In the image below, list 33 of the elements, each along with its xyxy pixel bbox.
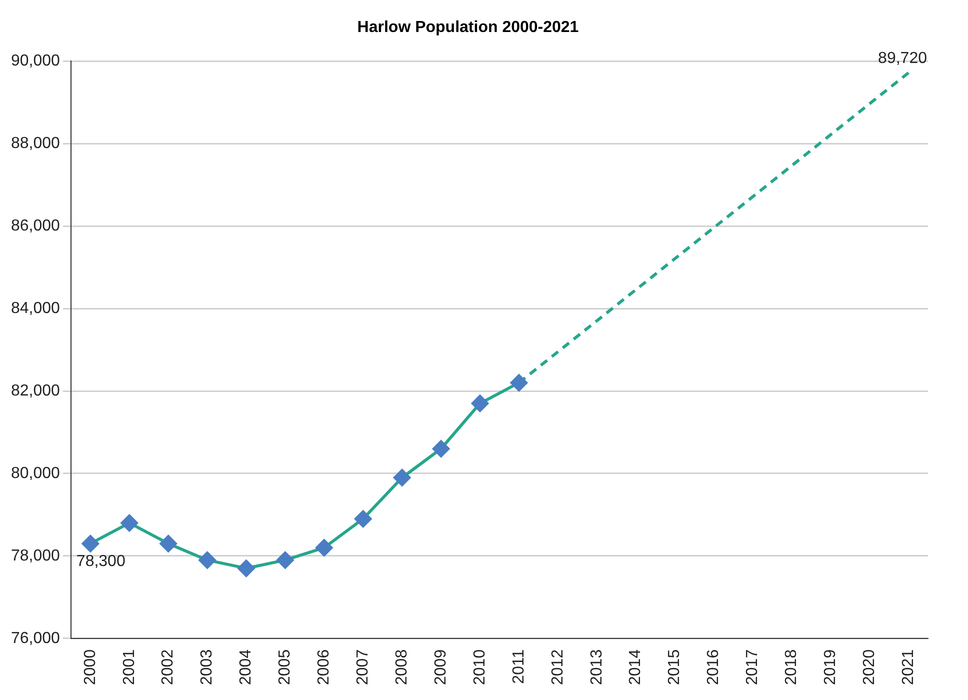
data-label: 89,720 [878, 50, 928, 68]
x-tick-label: 2009 [432, 649, 450, 685]
x-tick-label: 2018 [783, 649, 800, 685]
data-label: 78,300 [76, 552, 126, 570]
x-tick-label: 2000 [82, 649, 99, 685]
x-tick-label: 2004 [238, 649, 255, 685]
x-tick-label: 2003 [198, 649, 216, 685]
x-tick-label: 2013 [588, 649, 606, 685]
x-tick-label: 2010 [471, 649, 488, 685]
y-tick-label: 78,000 [11, 547, 60, 564]
x-tick-label: 2002 [160, 649, 177, 685]
x-tick-label: 2011 [510, 649, 528, 684]
x-tick-label: 2021 [900, 649, 917, 685]
chart-title: Harlow Population 2000-2021 [357, 19, 579, 36]
y-tick-label: 88,000 [11, 135, 60, 152]
x-tick-label: 2007 [354, 649, 372, 685]
x-tick-label: 2014 [627, 649, 644, 685]
y-tick-label: 76,000 [11, 630, 60, 647]
x-tick-label: 2016 [705, 649, 722, 685]
x-tick-label: 2008 [393, 649, 410, 685]
x-tick-label: 2020 [860, 649, 878, 685]
x-tick-label: 2015 [666, 649, 684, 685]
x-tick-label: 2012 [549, 649, 566, 685]
x-tick-label: 2005 [276, 649, 294, 685]
y-tick-label: 86,000 [11, 218, 60, 235]
y-tick-label: 90,000 [11, 52, 60, 70]
y-tick-label: 82,000 [11, 382, 60, 400]
x-tick-label: 2001 [120, 649, 138, 685]
x-tick-label: 2006 [316, 649, 333, 685]
y-tick-label: 80,000 [11, 464, 60, 482]
x-tick-label: 2017 [744, 649, 762, 685]
x-tick-label: 2019 [822, 649, 840, 685]
y-tick-label: 84,000 [11, 300, 60, 317]
